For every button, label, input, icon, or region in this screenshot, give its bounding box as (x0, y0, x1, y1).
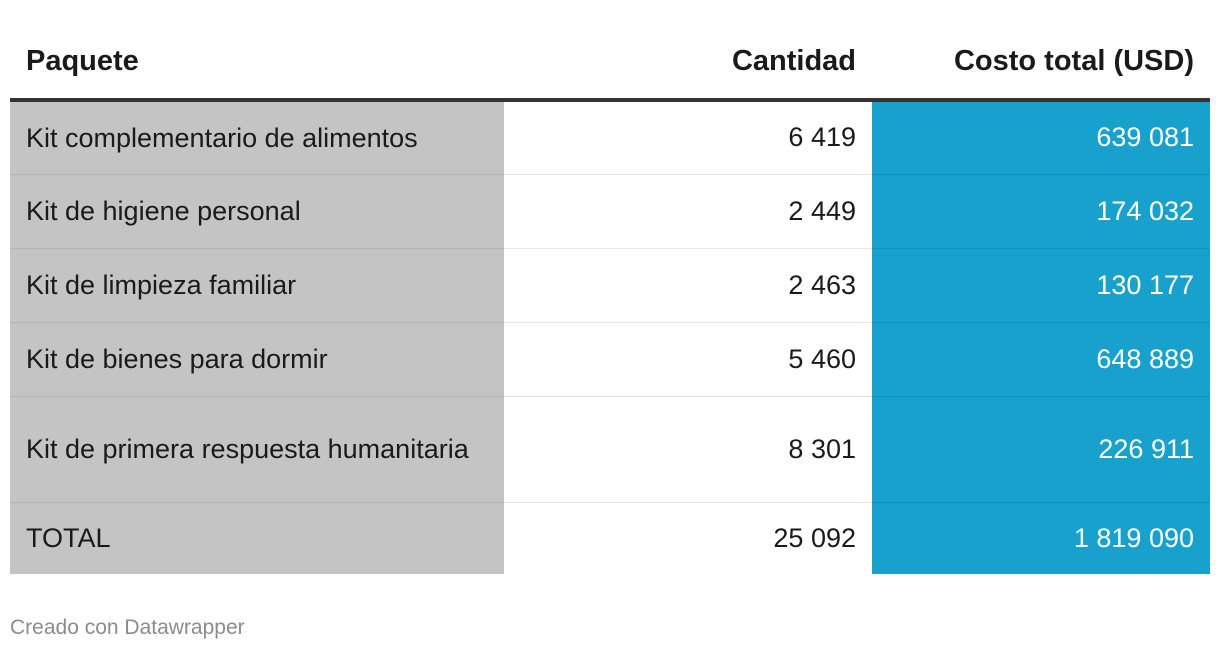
costo-cell: 174 032 (872, 174, 1210, 249)
column-header-paquete[interactable]: Paquete (10, 0, 504, 102)
cantidad-cell: 8 301 (504, 396, 872, 503)
table-row: Kit complementario de alimentos 6 419 63… (10, 100, 1210, 175)
costo-cell: 639 081 (872, 100, 1210, 175)
cantidad-cell: 5 460 (504, 322, 872, 397)
paquete-cell: Kit de primera respuesta humanitaria (10, 396, 504, 503)
datawrapper-credit[interactable]: Creado con Datawrapper (10, 616, 245, 639)
paquete-cell: TOTAL (10, 502, 504, 574)
cantidad-cell: 25 092 (504, 502, 872, 574)
cantidad-cell: 6 419 (504, 100, 872, 175)
table-row: Kit de bienes para dormir 5 460 648 889 (10, 322, 1210, 397)
column-header-cantidad[interactable]: Cantidad (504, 0, 872, 102)
costo-cell: 130 177 (872, 248, 1210, 323)
paquete-cell: Kit de limpieza familiar (10, 248, 504, 323)
header-row: Paquete Cantidad Costo total (USD) (10, 0, 1210, 102)
paquete-cell: Kit de higiene personal (10, 174, 504, 249)
table-row: Kit de primera respuesta humanitaria 8 3… (10, 396, 1210, 503)
costo-cell: 648 889 (872, 322, 1210, 397)
table-row: Kit de higiene personal 2 449 174 032 (10, 174, 1210, 249)
column-header-costo-total[interactable]: Costo total (USD) (872, 0, 1210, 102)
data-table: Paquete Cantidad Costo total (USD) Kit c… (10, 0, 1210, 574)
table-body: Kit complementario de alimentos 6 419 63… (10, 100, 1210, 574)
table-row: Kit de limpieza familiar 2 463 130 177 (10, 248, 1210, 323)
table-container: Paquete Cantidad Costo total (USD) Kit c… (10, 0, 1210, 574)
table-header: Paquete Cantidad Costo total (USD) (10, 0, 1210, 102)
paquete-cell: Kit de bienes para dormir (10, 322, 504, 397)
costo-cell: 1 819 090 (872, 502, 1210, 574)
paquete-cell: Kit complementario de alimentos (10, 100, 504, 175)
cantidad-cell: 2 449 (504, 174, 872, 249)
costo-cell: 226 911 (872, 396, 1210, 503)
cantidad-cell: 2 463 (504, 248, 872, 323)
total-row: TOTAL 25 092 1 819 090 (10, 502, 1210, 574)
